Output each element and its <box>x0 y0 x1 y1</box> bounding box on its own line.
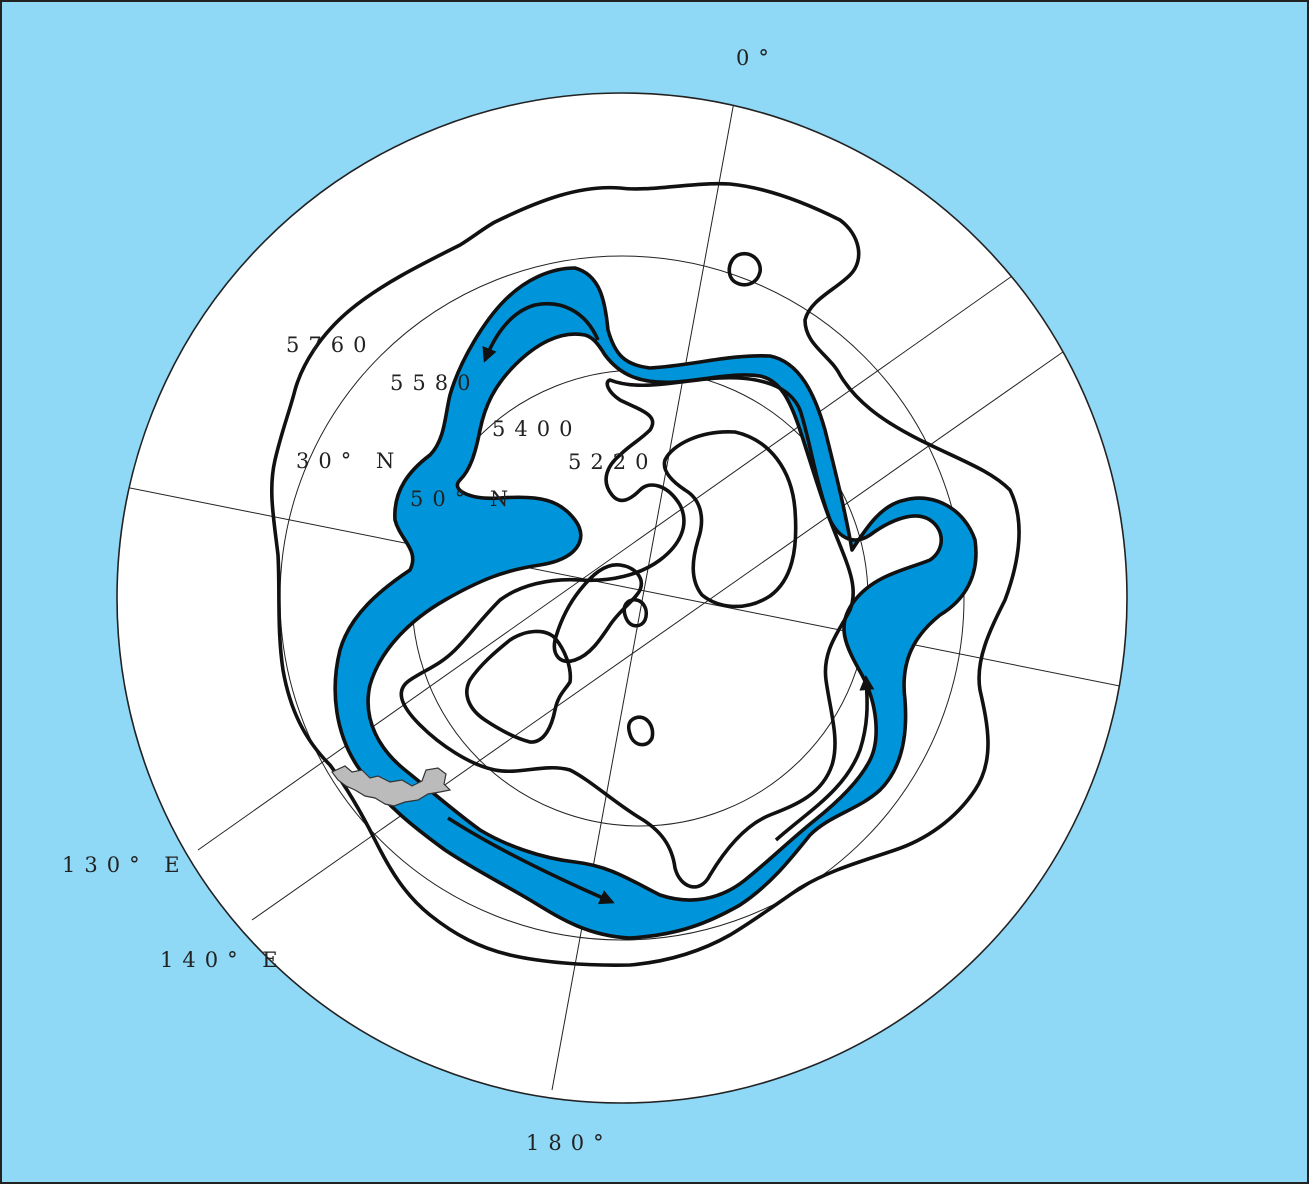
meridian-90 <box>124 486 1127 689</box>
contour-5220-loop-c <box>552 563 643 663</box>
meridian-130e <box>197 261 1033 851</box>
contour-label-5220: 5220 <box>568 450 657 474</box>
contour-5220-loop-b <box>465 629 573 744</box>
arrow-icon-north <box>774 674 875 842</box>
lat-label-30n: 30° N <box>296 449 403 473</box>
hemisphere-disc <box>116 92 1128 1104</box>
jet-band <box>333 266 978 940</box>
arrow-icon-northwest <box>482 302 600 363</box>
japan-landmass <box>331 765 452 807</box>
arrow-icon-southeast <box>447 816 615 905</box>
contour-label-5760: 5760 <box>286 333 375 357</box>
lon-label-180: 180° <box>526 1131 613 1155</box>
contour-5220 <box>662 430 798 609</box>
lon-label-140e: 140° E <box>160 948 287 972</box>
contour-small-loop-1 <box>727 252 762 287</box>
contour-label-5580: 5580 <box>390 371 479 395</box>
lon-label-130e: 130° E <box>62 853 189 877</box>
contour-5760 <box>270 181 1021 967</box>
meridian-140e <box>251 339 1081 921</box>
contour-small-loop-3 <box>626 715 655 747</box>
lon-label-0: 0° <box>736 46 778 70</box>
contour-small-loop-2 <box>622 598 649 628</box>
lat-label-50n: 50° N <box>410 487 517 511</box>
contour-label-5400: 5400 <box>492 417 581 441</box>
contour-5400 <box>399 375 855 889</box>
